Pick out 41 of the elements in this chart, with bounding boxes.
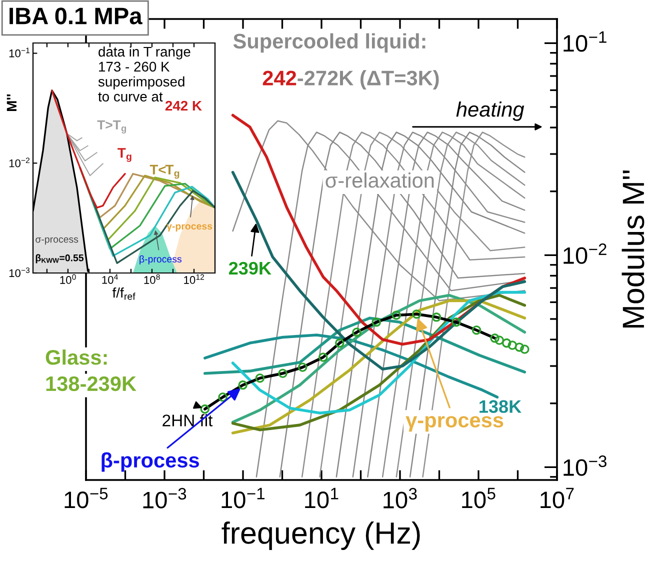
- x-axis-title: frequency (Hz): [222, 521, 420, 550]
- annotation: Glass:: [46, 350, 107, 365]
- x-tick-label: 10$^{3}$: [384, 488, 417, 508]
- x-tick-label: 10$^{−3}$: [143, 488, 186, 508]
- x-tick-label: 10$^{8}$: [144, 274, 160, 284]
- annotation: β$_{KWW}$=0.55: [36, 254, 84, 264]
- annotation: T$_{g}$: [118, 148, 132, 162]
- y-tick-label: 10$^{−2}$: [564, 243, 606, 264]
- annotation: σ-relaxation: [326, 172, 434, 188]
- x-tick-label: 10$^{12}$: [184, 274, 204, 284]
- x-tick-label: 10$^{5}$: [462, 488, 496, 508]
- x-tick-label: 10$^{4}$: [102, 274, 118, 284]
- annotation: T>T$_{g}$: [97, 120, 126, 134]
- x-tick-label: 10$^{1}$: [305, 488, 338, 508]
- chart-title: IBA 0.1 MPa: [10, 8, 142, 24]
- y-tick-label: 10$^{−3}$: [564, 455, 606, 476]
- annotation: σ-process: [36, 237, 78, 245]
- annotation: β-process: [102, 452, 199, 472]
- annotation: Supercooled liquid:: [233, 33, 426, 53]
- annotation: γ-process: [406, 416, 504, 432]
- y-tick-label: 10$^{−3}$: [9, 267, 30, 278]
- x-axis-title: f/f$_{ref}$: [112, 287, 136, 300]
- annotation: -272K (ΔT=3K): [298, 70, 439, 90]
- y-axis-title: M'': [6, 94, 16, 111]
- y-axis-title: Modulus M'': [622, 170, 644, 328]
- annotation: data in T range 173 - 260 K superimposed to curve at: [98, 46, 190, 102]
- x-tick-label: 10$^{0}$: [60, 274, 76, 284]
- annotation: heating: [456, 101, 524, 121]
- annotation: 138-239K: [46, 376, 136, 392]
- annotation: 138K: [480, 400, 522, 413]
- x-tick-label: 10$^{−5}$: [64, 488, 108, 508]
- annotation: T<T$_{g}$: [150, 164, 180, 179]
- annotation: 239K: [228, 262, 272, 275]
- x-tick-label: 10$^{7}$: [540, 488, 574, 508]
- annotation: 242: [262, 70, 296, 86]
- y-tick-label: 10$^{−1}$: [9, 48, 30, 58]
- x-tick-label: 10$^{−1}$: [222, 488, 264, 508]
- y-tick-label: 10$^{−2}$: [9, 158, 30, 168]
- y-tick-label: 10$^{−1}$: [564, 31, 606, 52]
- annotation: γ-process: [166, 224, 212, 232]
- annotation: 242 K: [165, 100, 202, 111]
